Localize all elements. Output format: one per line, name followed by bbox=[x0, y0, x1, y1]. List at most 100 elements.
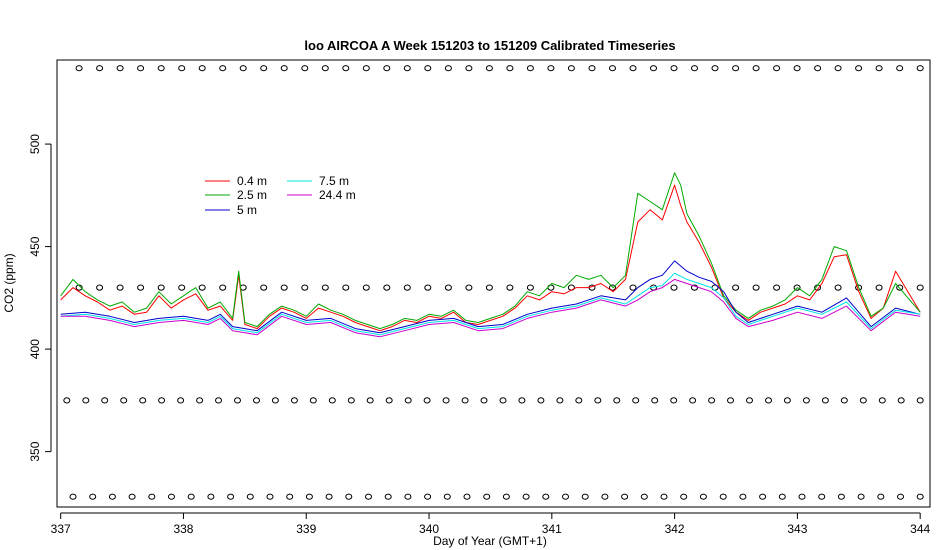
flag-point bbox=[120, 397, 128, 404]
flag-point bbox=[321, 284, 329, 291]
flag-point bbox=[239, 65, 247, 72]
flag-point bbox=[778, 493, 786, 500]
flag-point bbox=[857, 493, 865, 500]
flag-point bbox=[403, 284, 411, 291]
flag-point bbox=[383, 65, 391, 72]
flag-point bbox=[689, 397, 697, 404]
plot-frame bbox=[56, 59, 931, 508]
flag-point bbox=[732, 65, 740, 72]
flag-point bbox=[207, 493, 215, 500]
flag-point bbox=[234, 397, 241, 404]
flag-point bbox=[691, 284, 698, 291]
flag-point bbox=[581, 493, 589, 500]
y-axis-label: CO2 (ppm) bbox=[2, 253, 16, 312]
x-tick-label: 339 bbox=[296, 522, 316, 536]
flag-point bbox=[818, 493, 826, 500]
flag-point bbox=[837, 493, 845, 500]
flag-point bbox=[708, 397, 716, 404]
flag-point bbox=[286, 493, 294, 500]
x-tick-label: 338 bbox=[173, 522, 193, 536]
flag-point bbox=[609, 65, 616, 72]
flag-point bbox=[651, 397, 659, 404]
flag-point bbox=[916, 493, 924, 500]
flag-point bbox=[187, 493, 195, 500]
flag-point bbox=[526, 284, 534, 291]
flag-point bbox=[562, 493, 569, 500]
flag-point bbox=[96, 65, 104, 72]
flag-point bbox=[424, 493, 432, 500]
flag-point bbox=[178, 284, 186, 291]
flag-point bbox=[444, 284, 452, 291]
flag-point bbox=[365, 493, 372, 500]
flag-point bbox=[219, 65, 227, 72]
flag-point bbox=[301, 284, 309, 291]
flag-point bbox=[916, 397, 924, 404]
flag-point bbox=[783, 397, 791, 404]
flag-point bbox=[575, 397, 583, 404]
flag-point bbox=[711, 65, 719, 72]
flag-point bbox=[178, 65, 186, 72]
flag-point bbox=[834, 284, 842, 291]
y-tick-label: 350 bbox=[28, 441, 42, 461]
flag-point bbox=[499, 397, 507, 404]
flag-point bbox=[96, 284, 104, 291]
flag-point bbox=[670, 397, 678, 404]
flag-point bbox=[855, 65, 863, 72]
flag-point bbox=[629, 284, 637, 291]
flag-point bbox=[461, 397, 469, 404]
flag-point bbox=[362, 284, 370, 291]
flag-point bbox=[463, 493, 471, 500]
flag-point bbox=[746, 397, 753, 404]
flag-point bbox=[752, 65, 760, 72]
flag-point bbox=[347, 397, 355, 404]
flag-point bbox=[82, 397, 90, 404]
legend-label: 2.5 m bbox=[237, 188, 267, 202]
legend-label: 7.5 m bbox=[319, 174, 349, 188]
flag-point bbox=[896, 284, 904, 291]
series-line-1 bbox=[60, 172, 921, 330]
flag-point bbox=[632, 397, 640, 404]
flag-point bbox=[246, 493, 254, 500]
flag-point bbox=[424, 65, 432, 72]
legend-label: 5 m bbox=[237, 203, 257, 217]
flag-point bbox=[896, 65, 904, 72]
flag-point bbox=[423, 397, 431, 404]
x-tick-label: 342 bbox=[665, 522, 685, 536]
flag-point bbox=[537, 397, 545, 404]
flag-point bbox=[821, 397, 829, 404]
x-tick-label: 344 bbox=[910, 522, 930, 536]
flag-point bbox=[219, 284, 227, 291]
flag-point bbox=[859, 397, 867, 404]
flag-point bbox=[613, 397, 621, 404]
flag-point bbox=[280, 65, 288, 72]
flag-point bbox=[404, 397, 412, 404]
flag-point bbox=[157, 284, 165, 291]
flag-point bbox=[157, 65, 165, 72]
flag-point bbox=[108, 493, 116, 500]
flag-point bbox=[366, 397, 374, 404]
series-line-4 bbox=[60, 278, 921, 338]
flag-point bbox=[897, 397, 905, 404]
flag-point bbox=[384, 493, 392, 500]
flag-point bbox=[897, 493, 904, 500]
flag-point bbox=[526, 65, 534, 72]
flag-point bbox=[139, 397, 147, 404]
flag-point bbox=[814, 65, 822, 72]
flag-point bbox=[640, 493, 648, 500]
flag-point bbox=[362, 65, 370, 72]
flag-point bbox=[594, 397, 602, 404]
flag-point bbox=[465, 284, 473, 291]
flag-point bbox=[424, 284, 432, 291]
flag-point bbox=[444, 65, 452, 72]
flag-point bbox=[877, 493, 885, 500]
flag-point bbox=[158, 397, 166, 404]
flag-point bbox=[227, 493, 235, 500]
y-tick-label: 450 bbox=[28, 236, 42, 256]
flag-point bbox=[196, 397, 204, 404]
flag-point bbox=[752, 284, 760, 291]
legend-label: 0.4 m bbox=[237, 174, 267, 188]
flag-point bbox=[601, 493, 609, 500]
legend: 0.4 m2.5 m5 m 7.5 m24.4 m bbox=[205, 174, 356, 217]
flag-point bbox=[385, 397, 393, 404]
